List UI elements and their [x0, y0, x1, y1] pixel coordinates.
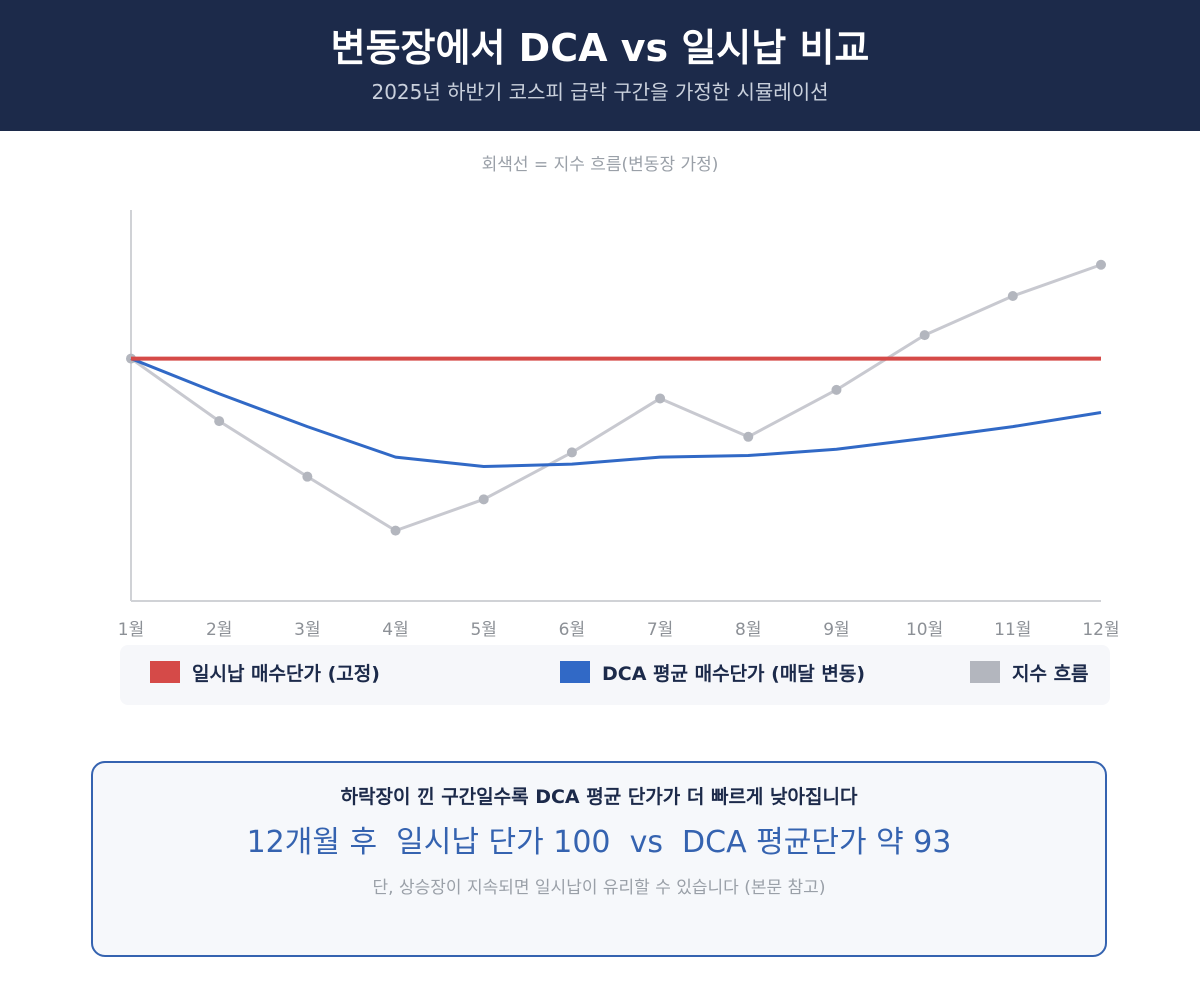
- x-tick-label: 2월: [206, 620, 232, 640]
- callout-result: 12개월 후 일시납 단가 100 vs DCA 평균단가 약 93: [246, 825, 952, 860]
- legend-label-index: 지수 흐름: [1012, 662, 1089, 685]
- data-point-index: [919, 330, 930, 341]
- x-tick-label: 12월: [1082, 620, 1119, 640]
- data-point-index: [1007, 291, 1018, 302]
- x-tick-label: 8월: [735, 620, 761, 640]
- series-layer: [126, 259, 1106, 536]
- data-point-index: [566, 447, 577, 458]
- data-point-index: [1096, 259, 1106, 270]
- data-point-index: [390, 525, 401, 536]
- chart-legend: 일시납 매수단가 (고정) DCA 평균 매수단가 (매달 변동) 지수 흐름: [120, 645, 1110, 705]
- chart-note: 회색선 = 지수 흐름(변동장 가정): [481, 155, 719, 175]
- legend-item-dca: DCA 평균 매수단가 (매달 변동): [560, 660, 866, 685]
- legend-swatch-lump-sum: [150, 661, 180, 683]
- summary-callout: 하락장이 낀 구간일수록 DCA 평균 단가가 더 빠르게 낮아집니다 12개월…: [91, 761, 1107, 957]
- series-line-dca: [130, 357, 1102, 468]
- data-point-index: [655, 393, 666, 404]
- line-chart: 1월 2월 3월 4월 5월 6월 7월 8월 9월 10월 11월 12월: [118, 210, 1120, 640]
- legend-item-index: 지수 흐름: [970, 660, 1089, 685]
- x-tick-labels: 1월 2월 3월 4월 5월 6월 7월 8월 9월 10월 11월 12월: [118, 620, 1120, 640]
- callout-headline: 하락장이 낀 구간일수록 DCA 평균 단가가 더 빠르게 낮아집니다: [340, 786, 858, 808]
- data-point-index: [214, 416, 225, 427]
- x-tick-label: 1월: [118, 620, 144, 640]
- series-line-index: [130, 263, 1102, 533]
- callout-caveat: 단, 상승장이 지속되면 일시납이 유리할 수 있습니다 (본문 참고): [372, 878, 826, 898]
- legend-label-dca: DCA 평균 매수단가 (매달 변동): [602, 662, 866, 685]
- x-tick-label: 11월: [994, 620, 1031, 640]
- data-point-index: [478, 494, 489, 505]
- legend-label-lump-sum: 일시납 매수단가 (고정): [192, 662, 380, 685]
- page-title: 변동장에서 DCA vs 일시납 비교: [330, 26, 870, 70]
- x-tick-label: 6월: [559, 620, 585, 640]
- x-tick-label: 3월: [294, 620, 320, 640]
- data-point-index: [743, 431, 754, 442]
- legend-item-lump-sum: 일시납 매수단가 (고정): [150, 660, 380, 685]
- x-tick-label: 5월: [470, 620, 496, 640]
- page-subtitle: 2025년 하반기 코스피 급락 구간을 가정한 시뮬레이션: [371, 80, 829, 104]
- data-point-index: [831, 384, 842, 395]
- x-tick-label: 10월: [906, 620, 943, 640]
- legend-swatch-index: [970, 661, 1000, 683]
- legend-swatch-dca: [560, 661, 590, 683]
- x-tick-label: 7월: [647, 620, 673, 640]
- header-banner: 변동장에서 DCA vs 일시납 비교 2025년 하반기 코스피 급락 구간을…: [0, 0, 1200, 131]
- x-tick-label: 4월: [382, 620, 408, 640]
- data-point-index: [302, 471, 313, 482]
- x-tick-label: 9월: [823, 620, 849, 640]
